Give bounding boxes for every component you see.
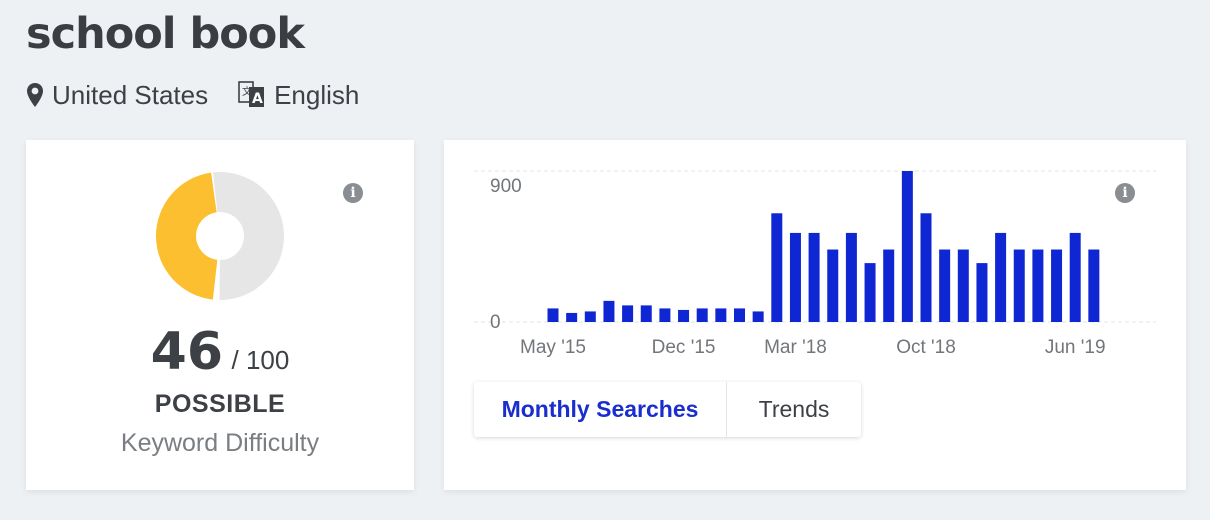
difficulty-fill (155, 172, 218, 300)
chart-bar[interactable] (920, 213, 932, 322)
chart-bar[interactable] (1032, 249, 1044, 322)
difficulty-donut (155, 172, 284, 300)
info-icon[interactable]: i (343, 183, 363, 203)
chart-bar[interactable] (957, 249, 969, 322)
chart-bar[interactable] (640, 305, 652, 322)
difficulty-track (213, 172, 284, 300)
chart-bar[interactable] (883, 249, 895, 322)
chart-bar[interactable] (901, 171, 913, 322)
chart-bar[interactable] (678, 309, 690, 322)
monthly-searches-chart: 0 900 May '15 Dec '15 Mar '18 Oct '18 Jun '19 (474, 170, 1156, 358)
x-tick-label: May '15 (520, 337, 586, 358)
info-icon[interactable]: i (1115, 183, 1135, 203)
chart-bar[interactable] (808, 232, 820, 322)
difficulty-label: Keyword Difficulty (120, 429, 320, 457)
tab-trends[interactable]: Trends (758, 396, 830, 422)
location-selector[interactable]: United States (26, 80, 208, 111)
keyword-title: school book (26, 9, 305, 59)
chart-bar[interactable] (734, 308, 745, 322)
keyword-difficulty-card: i 46 / 100 POSSIBLE Keyword Difficulty (26, 140, 414, 490)
chart-bar[interactable] (659, 308, 671, 322)
tab-monthly-searches[interactable]: Monthly Searches (474, 382, 727, 437)
chart-bar[interactable] (566, 312, 578, 322)
search-volume-card: i 0 900 May '15 Dec '15 Mar '18 Oct '18 Jun '1… (444, 140, 1186, 490)
language-label: English (274, 79, 360, 110)
chart-bar[interactable] (1013, 249, 1025, 322)
y-tick-label: 900 (490, 176, 522, 197)
x-tick-label: Mar '18 (764, 337, 827, 358)
chart-bar[interactable] (752, 311, 764, 322)
chart-bar[interactable] (696, 308, 708, 322)
x-tick-label: Oct '18 (896, 337, 956, 358)
chart-bar[interactable] (1051, 249, 1063, 322)
difficulty-rating: POSSIBLE (154, 390, 286, 418)
chart-bar[interactable] (771, 213, 783, 322)
svg-text:文: 文 (242, 85, 252, 98)
difficulty-score-max: / 100 (231, 345, 290, 375)
chart-bar[interactable] (976, 263, 988, 322)
chart-bar[interactable] (715, 308, 727, 322)
difficulty-score-value: 46 (150, 322, 224, 382)
chart-bar[interactable] (603, 300, 615, 322)
language-selector[interactable]: 文 A English (238, 80, 359, 111)
chart-bar[interactable] (864, 263, 876, 322)
difficulty-score: 46 / 100 (26, 322, 414, 382)
chart-bar[interactable] (547, 308, 559, 322)
chart-bar[interactable] (622, 305, 634, 322)
x-tick-label: Dec '15 (652, 337, 716, 358)
x-tick-label: Jun '19 (1045, 337, 1106, 358)
translate-icon: 文 A (238, 81, 265, 107)
chart-bar[interactable] (1069, 232, 1081, 322)
chart-bar[interactable] (584, 311, 596, 322)
chart-bar[interactable] (1088, 249, 1100, 322)
chart-tabs: Monthly Searches Trends (474, 382, 861, 437)
chart-bar[interactable] (789, 232, 801, 322)
chart-bar[interactable] (995, 232, 1007, 322)
svg-text:A: A (252, 91, 263, 107)
keyword-meta: United States 文 A English (26, 78, 359, 112)
chart-bar[interactable] (827, 249, 839, 322)
y-tick-label: 0 (490, 312, 501, 333)
chart-bar[interactable] (939, 249, 951, 322)
map-pin-icon (27, 83, 43, 107)
location-label: United States (52, 79, 209, 110)
chart-bar[interactable] (845, 232, 857, 322)
